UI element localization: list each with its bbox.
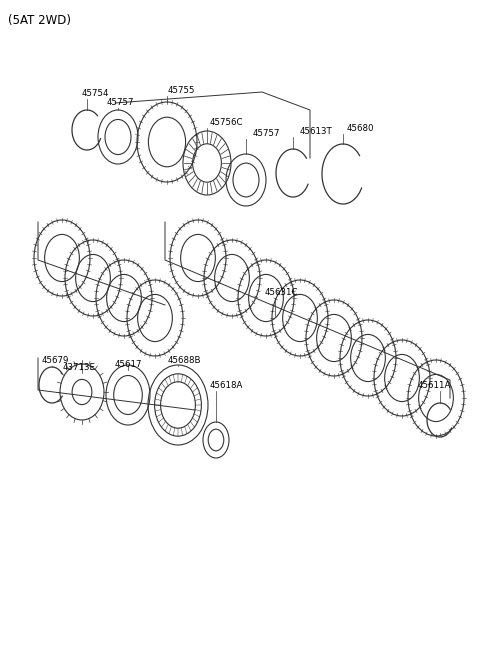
- Text: 45754: 45754: [82, 89, 109, 98]
- Text: 45613T: 45613T: [300, 127, 333, 136]
- Text: 43713E: 43713E: [63, 363, 96, 372]
- Text: 45688B: 45688B: [168, 356, 202, 365]
- Text: 45679: 45679: [42, 356, 70, 365]
- Text: 45617: 45617: [115, 360, 143, 369]
- Text: 45631C: 45631C: [265, 288, 299, 297]
- Text: 45755: 45755: [168, 86, 195, 95]
- Text: 45757: 45757: [253, 129, 280, 138]
- Text: 45680: 45680: [347, 124, 374, 133]
- Text: 45611A: 45611A: [418, 381, 451, 390]
- Text: 45618A: 45618A: [210, 381, 243, 390]
- Text: 45757: 45757: [107, 98, 134, 107]
- Text: 45756C: 45756C: [210, 118, 243, 127]
- Text: (5AT 2WD): (5AT 2WD): [8, 14, 71, 27]
